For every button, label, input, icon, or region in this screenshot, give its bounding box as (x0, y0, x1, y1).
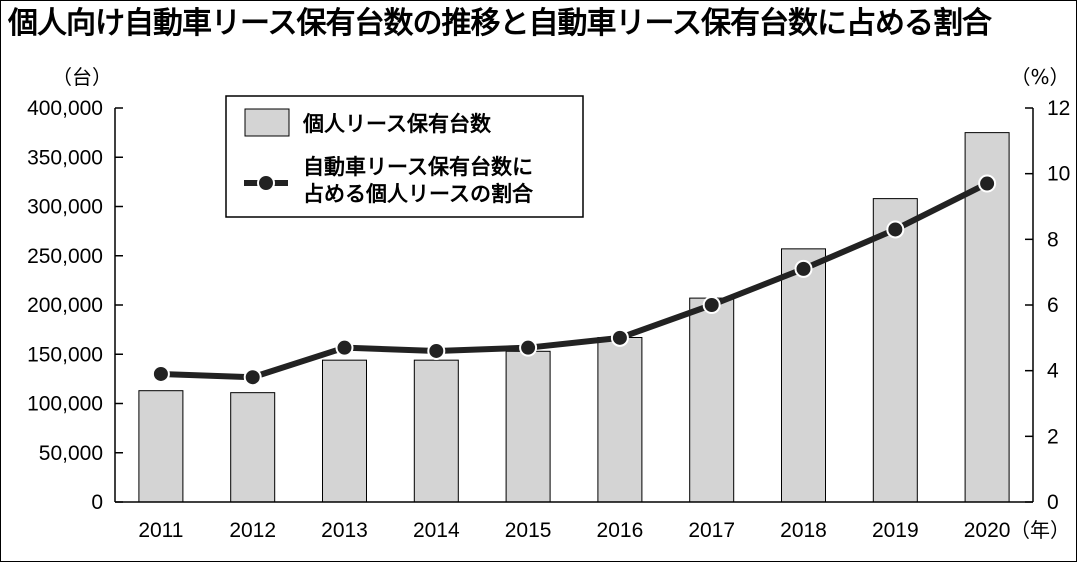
x-tick-label: 2018 (780, 519, 827, 542)
ratio-point-2018 (794, 259, 813, 278)
right-tick-label: 8 (1047, 228, 1059, 251)
left-axis-unit: （台） (52, 65, 112, 89)
ratio-point-2011 (151, 364, 170, 383)
chart-title: 個人向け自動車リース保有台数の推移と自動車リース保有台数に占める割合 (8, 6, 992, 41)
legend-line-label: 占める個人リースの割合 (303, 182, 534, 206)
right-tick-label: 6 (1047, 294, 1059, 317)
left-tick-label: 150,000 (27, 343, 103, 366)
axes: 0 50,000 100,000 150,000 200,000 250,000 300,0… (27, 65, 1070, 542)
x-tick-label: 2011 (138, 519, 183, 542)
ratio-point-2019 (886, 220, 905, 239)
ratio-point-2016 (610, 328, 629, 347)
left-tick-label: 200,000 (27, 294, 103, 317)
left-tick-label: 350,000 (27, 146, 103, 169)
x-tick-label: 2014 (413, 519, 460, 542)
right-tick-label: 10 (1047, 163, 1070, 186)
left-tick-label: 50,000 (39, 442, 103, 465)
x-tick-label: 2012 (229, 519, 276, 542)
x-tick-label: 2013 (321, 519, 368, 542)
right-tick-label: 0 (1047, 491, 1059, 514)
x-tick-label: 2016 (597, 519, 644, 542)
bar-2015 (505, 350, 551, 503)
bar-2018 (781, 248, 826, 503)
ratio-point-2017 (702, 296, 721, 314)
bar-2012 (230, 392, 276, 503)
left-tick-label: 250,000 (27, 245, 103, 268)
right-axis-unit: （%） (1010, 65, 1069, 89)
x-axis-unit: （年） (1010, 518, 1070, 542)
bar-2019 (872, 198, 918, 503)
ratio-point-2015 (519, 338, 538, 357)
right-tick-label: 4 (1047, 360, 1059, 383)
legend-bar-swatch (244, 108, 290, 137)
right-tick-label: 12 (1047, 97, 1070, 120)
legend-line-marker (257, 174, 275, 192)
legend-line-label: 自動車リース保有台数に (303, 155, 533, 179)
line-series (151, 174, 997, 387)
ratio-point-2014 (427, 341, 446, 360)
left-tick-label: 100,000 (27, 393, 103, 416)
ratio-line (160, 180, 989, 381)
right-tick-label: 2 (1047, 425, 1059, 448)
bar-series (138, 132, 1010, 503)
ratio-point-2013 (335, 338, 354, 357)
bar-2017 (689, 297, 735, 503)
bar-2013 (322, 359, 367, 503)
left-tick-label: 400,000 (27, 97, 103, 120)
legend-bar-label: 個人リース保有台数 (302, 112, 492, 136)
ratio-point-2020 (978, 174, 997, 193)
bar-2014 (413, 359, 459, 503)
x-tick-label: 2019 (872, 519, 919, 542)
ratio-point-2012 (243, 368, 262, 387)
left-tick-label: 300,000 (27, 196, 103, 219)
x-tick-label: 2015 (505, 519, 552, 542)
left-tick-label: 0 (91, 491, 103, 514)
bar-2016 (597, 337, 643, 503)
x-tick-label: 2017 (688, 519, 735, 542)
bar-2011 (138, 390, 184, 503)
x-tick-label: 2020 (964, 519, 1011, 542)
